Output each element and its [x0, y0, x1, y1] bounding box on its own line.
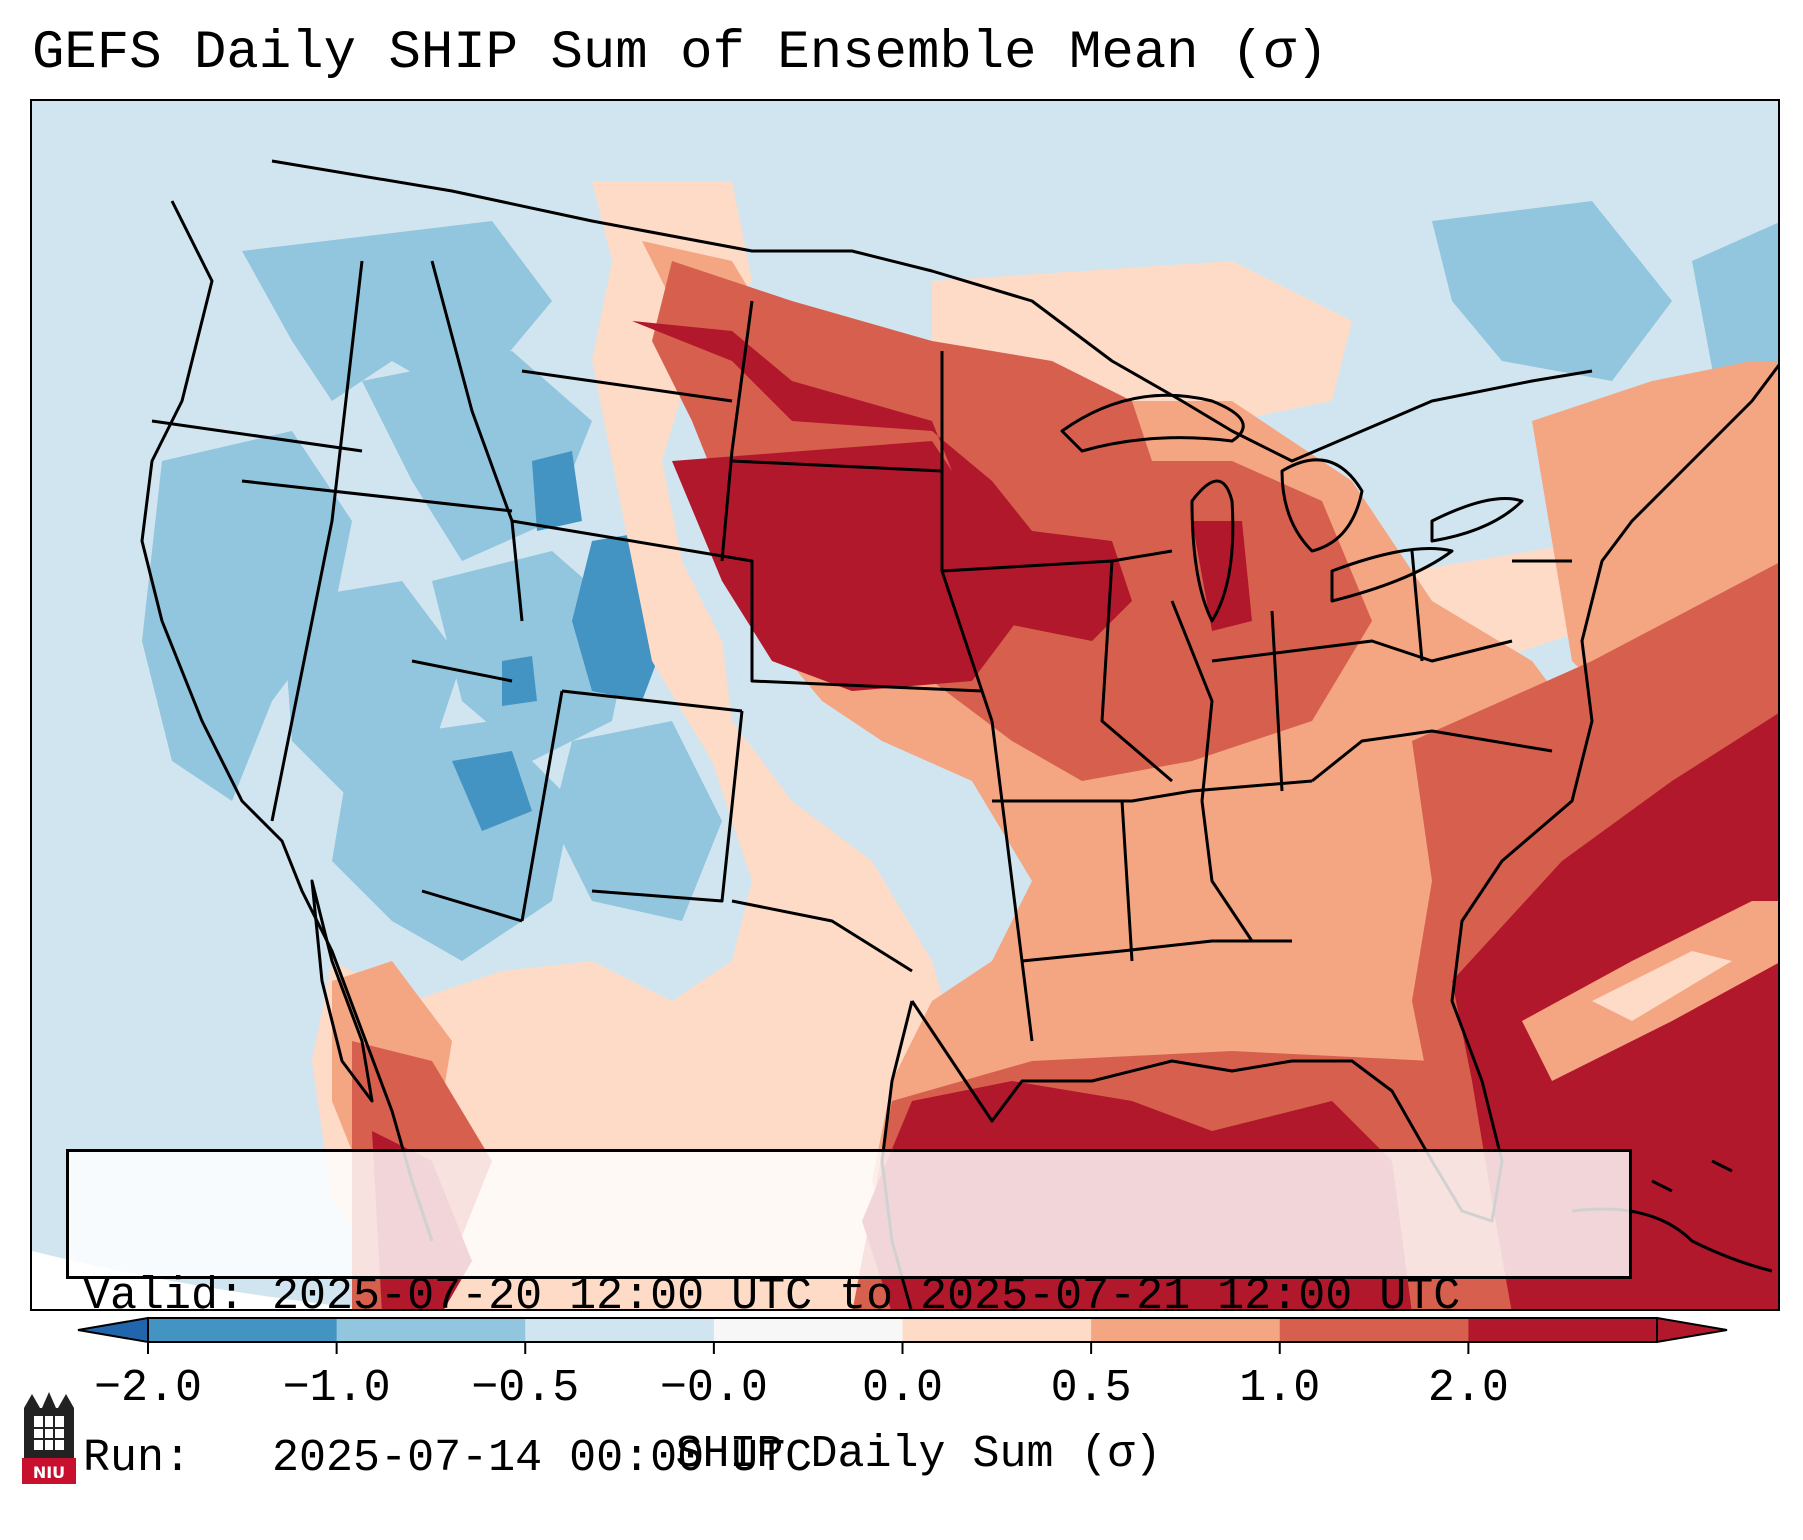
map-title: GEFS Daily SHIP Sum of Ensemble Mean (σ) [32, 23, 1329, 84]
colorbar-tick-label: 0.0 [861, 1363, 944, 1414]
colorbar-tick-label: 2.0 [1427, 1363, 1509, 1414]
valid-run-info-box: Valid: 2025-07-20 12:00 UTC to 2025-07-2… [66, 1149, 1632, 1484]
colorbar-tick-label: −0.5 [471, 1363, 580, 1414]
colorbar-tick-label: 1.0 [1239, 1363, 1321, 1414]
colorbar-tick-label: −0.0 [659, 1363, 768, 1414]
valid-value: 2025-07-20 12:00 UTC to 2025-07-21 12:00… [272, 1271, 1461, 1322]
run-label: Run: [83, 1433, 192, 1484]
niu-building-logo-icon: NIU [22, 1392, 76, 1484]
ship-anomaly-map [32, 101, 1778, 1309]
valid-label: Valid: [83, 1271, 246, 1322]
colorbar-label-text: SHIP Daily Sum (σ) [675, 1429, 1162, 1480]
colorbar-tick-label: 0.5 [1050, 1363, 1132, 1414]
colorbar-over-arrow [1656, 1316, 1728, 1344]
map-panel [30, 99, 1780, 1311]
niu-logo-text: NIU [33, 1463, 65, 1482]
colorbar-tick-label: −2.0 [93, 1363, 203, 1414]
valid-line: Valid: 2025-07-20 12:00 UTC to 2025-07-2… [83, 1270, 1629, 1324]
run-value: 2025-07-14 00:00 UTC [272, 1433, 813, 1484]
colorbar-label: SHIP Daily Sum (σ) [0, 1428, 1803, 1482]
colorbar-tick-label: −1.0 [282, 1363, 391, 1414]
run-line: Run: 2025-07-14 00:00 UTC [83, 1432, 1629, 1486]
